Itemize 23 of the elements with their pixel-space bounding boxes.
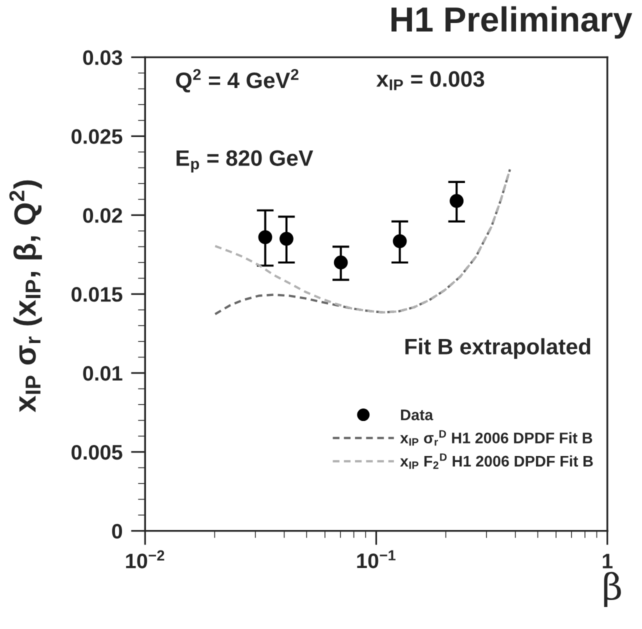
annotation: Fit B extrapolated	[405, 338, 590, 359]
annotation: Q$^{2}$ = 4 GeV$^{2}$	[176, 68, 298, 92]
annotation: E$_{p}$ = 820 GeV	[176, 150, 314, 172]
y-tick-label: 0.015	[72, 287, 122, 302]
legend-label: x$_{IP}$ F$_{2}$$^{D}$ H1 2006 DPDF Fit B	[400, 453, 593, 469]
text: x$_{IP}$ σ$_{r}$ (x$_{IP}$, β, Q$^{2}$)	[9, 180, 42, 412]
y-tick-label: 0.025	[72, 129, 122, 144]
x-tick-label: 1	[602, 554, 613, 568]
x-tick-label: 10$^{−2}$	[126, 550, 164, 568]
annotation: x$_{IP}$ = 0.003	[376, 71, 484, 90]
point	[280, 232, 294, 246]
chart-title: H1 Preliminary	[392, 6, 632, 39]
y-tick-label: 0	[112, 524, 122, 539]
y-tick-label: 0.01	[83, 366, 122, 381]
y-tick-label: 0.005	[72, 444, 122, 460]
x-tick-label: 10$^{−1}$	[357, 550, 396, 568]
legend-label: x$_{IP}$ σ$_{r}$$^{D}$ H1 2006 DPDF Fit B	[400, 430, 592, 446]
legend-label: Data	[401, 410, 434, 420]
x-axis-title: β	[604, 572, 621, 607]
point	[392, 234, 407, 248]
y-tick-label: 0.03	[83, 50, 122, 66]
point	[450, 194, 464, 208]
y-tick-label: 0.02	[83, 208, 122, 223]
